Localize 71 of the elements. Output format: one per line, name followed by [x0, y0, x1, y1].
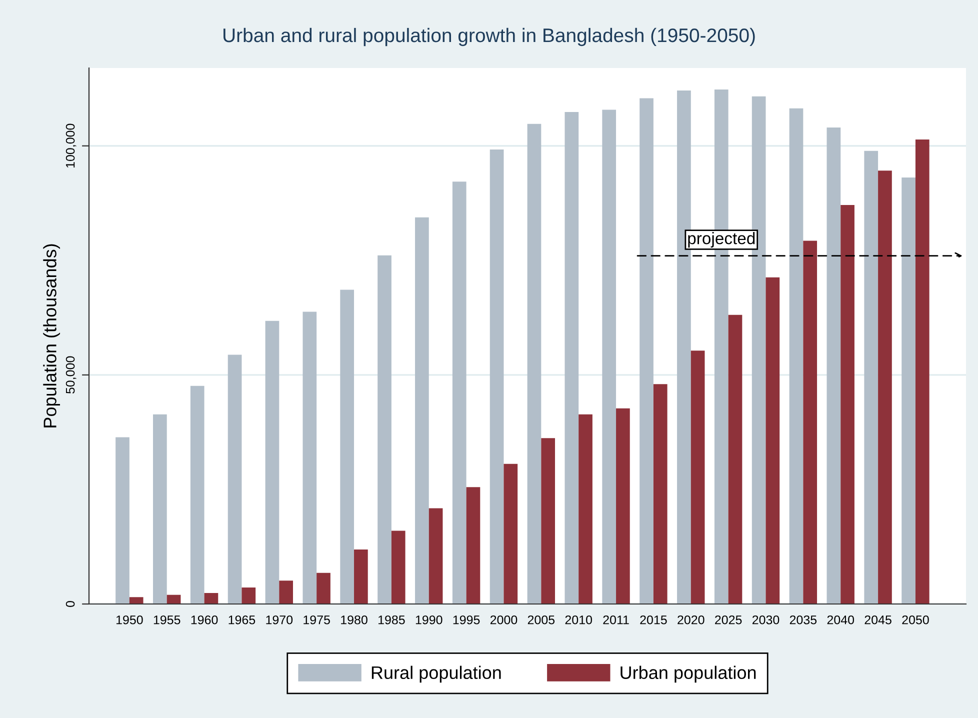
x-tick-label: 1950 — [116, 615, 143, 624]
bar — [653, 384, 668, 604]
bar — [242, 588, 256, 604]
bar — [452, 182, 466, 604]
bar — [265, 320, 280, 604]
bar — [564, 112, 579, 604]
x-tick-label: 2010 — [565, 615, 592, 624]
x-tick-label: 1975 — [304, 615, 330, 624]
x-tick-label: 1985 — [378, 615, 405, 624]
bar — [826, 128, 841, 604]
bar — [902, 177, 916, 604]
x-tick-label: 1980 — [341, 615, 368, 624]
bar — [354, 549, 368, 604]
bar — [690, 350, 705, 604]
bar — [428, 508, 443, 604]
bar — [616, 408, 630, 604]
bar — [578, 414, 592, 604]
bar — [153, 414, 167, 604]
chart-title: Urban and rural population growth in Bangladesh (1950-2050) — [224, 28, 755, 46]
x-tick-label: 2050 — [902, 615, 929, 624]
bar — [116, 437, 130, 604]
legend-label: Urban population — [620, 666, 756, 683]
x-tick-label: 2035 — [790, 615, 817, 624]
y-axis-title: Population (thousands) — [43, 244, 60, 428]
bar — [878, 170, 892, 604]
x-tick-label: 2045 — [864, 615, 892, 624]
bar — [640, 98, 654, 604]
bar — [504, 464, 518, 604]
bar — [129, 597, 144, 604]
bar — [789, 108, 804, 604]
bar — [204, 593, 218, 604]
bar — [915, 139, 930, 604]
x-tick-label: 1955 — [154, 615, 180, 624]
bar — [766, 277, 780, 604]
bar — [340, 290, 354, 604]
bar — [466, 487, 480, 604]
bar — [391, 530, 406, 604]
x-tick-label: 1965 — [228, 615, 256, 624]
bar — [864, 150, 878, 604]
x-tick-label: 2030 — [752, 615, 780, 624]
x-tick-label: 2015 — [640, 615, 667, 624]
bar — [166, 594, 181, 604]
x-tick-label: 1970 — [266, 615, 293, 624]
bar — [302, 312, 317, 604]
bar — [378, 255, 392, 604]
y-tick-label: 50,000 — [66, 356, 76, 394]
bar — [840, 204, 854, 604]
bar — [602, 110, 616, 604]
bar — [190, 386, 204, 604]
legend-label: Rural population — [372, 666, 501, 683]
bar — [541, 438, 556, 604]
bar — [228, 354, 242, 604]
x-tick-label: 2000 — [490, 615, 518, 624]
bar — [490, 150, 504, 604]
bar — [803, 240, 818, 604]
y-tick-label: 100,000 — [66, 124, 76, 168]
x-tick-label: 1990 — [416, 615, 442, 624]
bar — [316, 572, 330, 604]
x-tick-label: 2005 — [528, 615, 555, 624]
bar — [415, 217, 429, 604]
x-tick-label: 1995 — [453, 615, 480, 624]
x-tick-label: 2011 — [603, 615, 629, 624]
y-tick-label: 0 — [66, 601, 75, 607]
x-tick-label: 1960 — [191, 615, 218, 624]
bar — [728, 314, 742, 604]
x-tick-label: 2020 — [678, 615, 704, 624]
annotation: projected — [688, 232, 755, 248]
x-tick-label: 2025 — [715, 615, 742, 624]
x-tick-label: 2040 — [827, 615, 854, 624]
bar — [527, 124, 542, 604]
bar — [279, 580, 293, 604]
